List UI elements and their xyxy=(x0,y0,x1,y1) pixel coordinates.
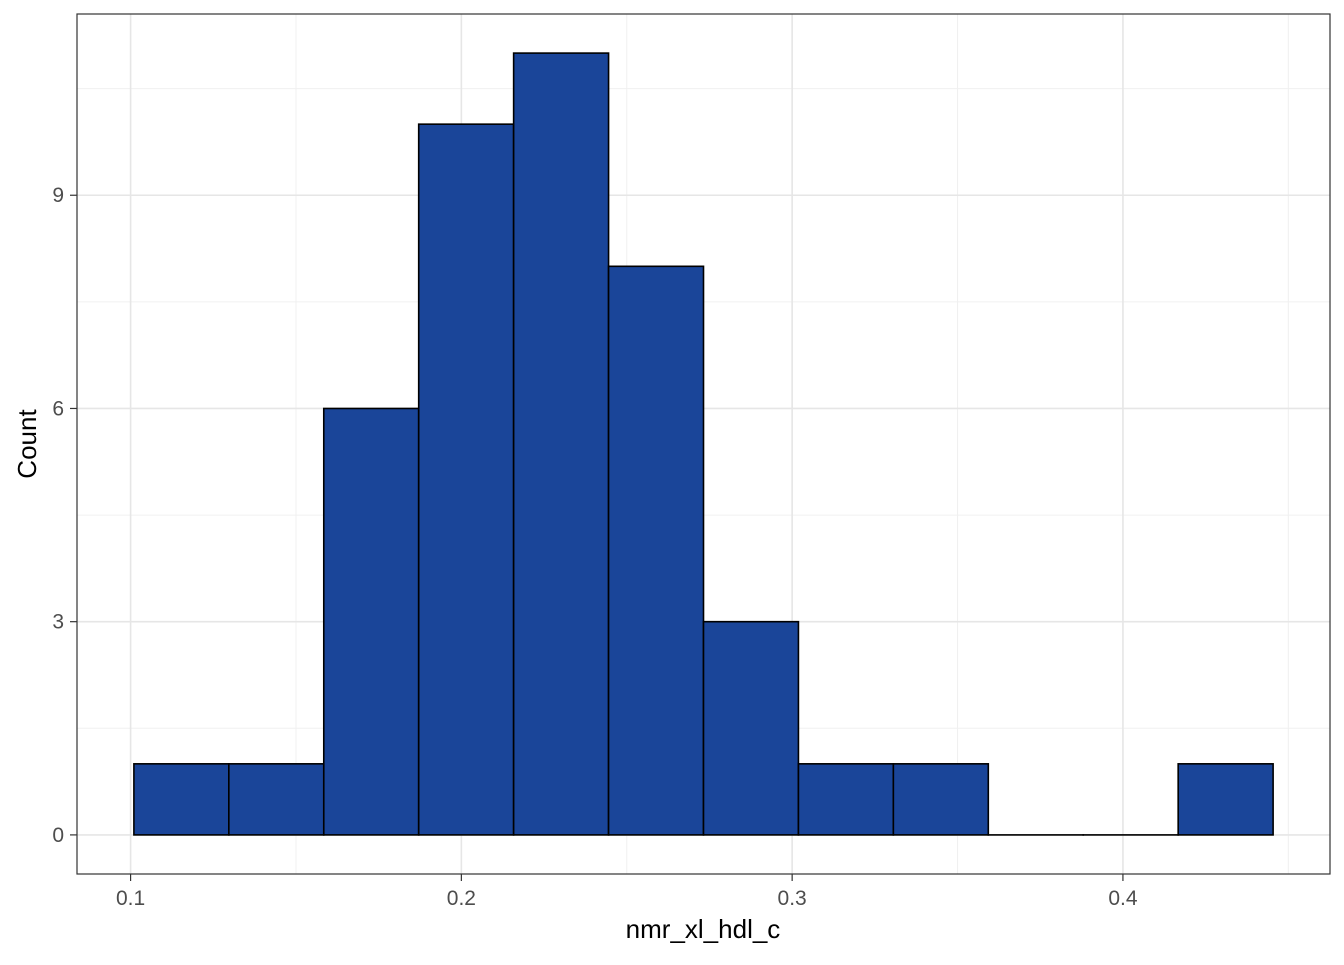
x-tick-label: 0.1 xyxy=(116,887,145,910)
x-tick-label: 0.4 xyxy=(1108,887,1138,910)
histogram-bar xyxy=(324,408,419,834)
x-axis: 0.1 0.2 0.3 0.4 xyxy=(116,874,1138,910)
y-axis: 0 3 6 9 xyxy=(52,184,77,847)
y-tick-label: 0 xyxy=(52,824,64,847)
histogram-bar xyxy=(893,764,988,835)
histogram-bar xyxy=(609,266,704,835)
histogram-bars xyxy=(134,53,1273,835)
histogram-bar xyxy=(798,764,893,835)
y-tick-label: 9 xyxy=(52,184,64,207)
histogram-bar xyxy=(1178,764,1273,835)
histogram-bar xyxy=(514,53,609,835)
x-tick-label: 0.3 xyxy=(778,887,807,910)
x-tick-label: 0.2 xyxy=(447,887,476,910)
histogram-bar xyxy=(134,764,229,835)
y-tick-label: 3 xyxy=(52,611,64,634)
y-tick-label: 6 xyxy=(52,397,64,420)
x-axis-title: nmr_xl_hdl_c xyxy=(626,914,781,944)
histogram-bar xyxy=(419,124,514,835)
histogram-bar xyxy=(229,764,324,835)
y-axis-title: Count xyxy=(12,409,42,479)
histogram-bar xyxy=(704,622,799,835)
